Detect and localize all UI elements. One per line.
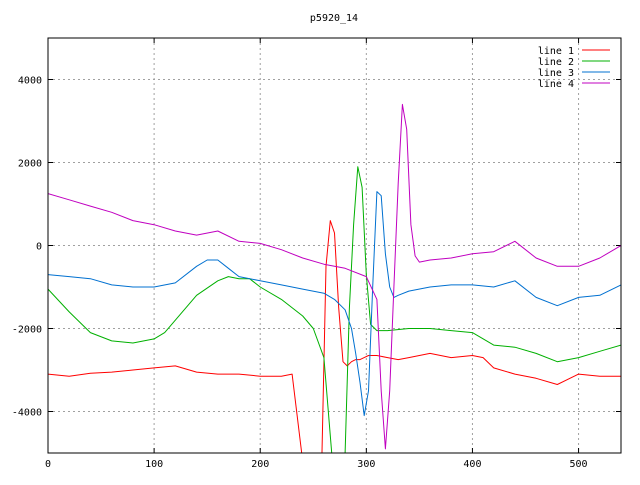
plot-frame [47,37,622,454]
x-tick-label: 500 [570,459,588,470]
grid [48,38,621,453]
series-line-4 [48,103,621,450]
legend-label: line 2 [538,57,574,68]
y-tick-label: 4000 [18,76,42,87]
legend-label: line 4 [538,79,574,90]
ticks: 0 100 200 300 400 500 -4000 -2000 0 2000 4000 [12,38,621,470]
legend-label: line 1 [538,46,574,57]
chart-title: p5920_14 [310,13,358,24]
x-tick-label: 0 [45,459,51,470]
x-tick-label: 200 [251,459,269,470]
series-group [48,103,621,453]
legend-label: line 3 [538,68,574,79]
series-line-1 [48,220,621,453]
x-tick-label: 100 [145,459,163,470]
series-line-2 [48,166,621,453]
y-tick-label: -4000 [12,408,42,419]
y-tick-label: -2000 [12,325,42,336]
x-tick-label: 300 [357,459,375,470]
y-tick-label: 0 [36,242,42,253]
series-line-3 [48,191,621,417]
x-tick-label: 400 [463,459,481,470]
y-tick-label: 2000 [18,159,42,170]
